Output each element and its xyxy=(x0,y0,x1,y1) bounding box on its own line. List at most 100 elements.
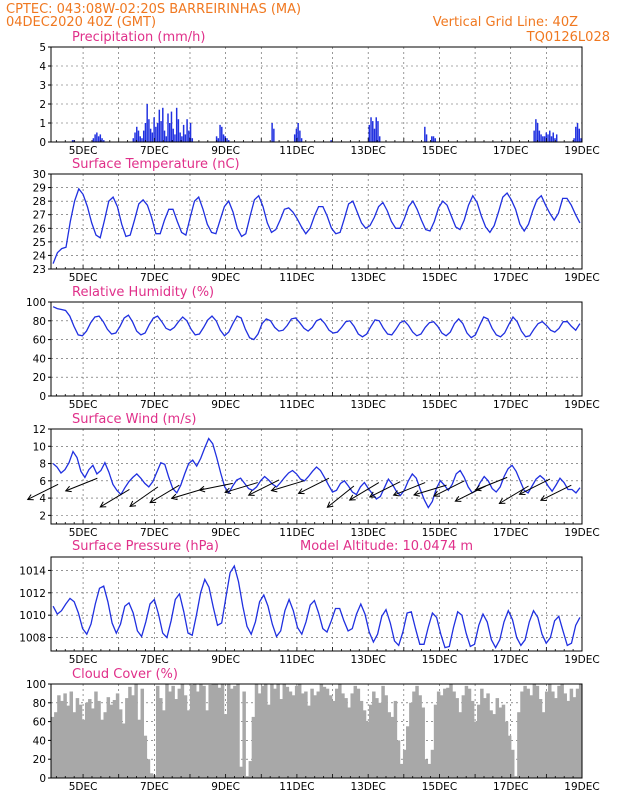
cloud-bar xyxy=(118,709,123,778)
precip-bar xyxy=(167,113,169,142)
precip-bar xyxy=(431,136,433,142)
cloud-bar xyxy=(233,685,237,778)
precip-bar xyxy=(368,124,371,142)
precip-bar xyxy=(92,138,95,142)
cloud-bar xyxy=(297,684,302,778)
wind-xtick-label: 9DEC xyxy=(211,527,240,539)
cloud-bar xyxy=(88,699,92,778)
cloud-bar xyxy=(69,691,74,778)
precip-bar xyxy=(149,128,152,142)
rh-xtick-label: 19DEC xyxy=(564,399,599,411)
cloud-bar xyxy=(205,710,209,778)
pres-xtick-label: 5DEC xyxy=(69,654,98,666)
precip-bar xyxy=(153,117,155,142)
precip-bar xyxy=(172,128,174,142)
cloud-bar xyxy=(406,726,410,778)
cloud-xtick-label: 11DEC xyxy=(279,781,314,793)
precip-bar xyxy=(139,136,141,142)
cloud-frame xyxy=(50,683,583,779)
precip-bar xyxy=(578,128,581,142)
precip-bar xyxy=(188,130,190,142)
temp-xtick-label: 7DEC xyxy=(140,272,169,284)
rh-ytick-label: 100 xyxy=(26,297,46,309)
cloud-bar xyxy=(529,695,534,778)
cloud-bar xyxy=(81,719,86,778)
precip-bar xyxy=(540,134,542,142)
wind-vector xyxy=(297,477,330,495)
cloud-bar xyxy=(368,704,373,778)
wind-ytick-label: 8 xyxy=(39,459,46,471)
wind-vector xyxy=(368,481,401,498)
precip-xtick-label: 9DEC xyxy=(211,145,240,157)
cloud-bar xyxy=(51,716,55,778)
wind-series-line xyxy=(52,437,581,509)
cloud-xtick-label: 15DEC xyxy=(422,781,457,793)
pres-xtick-label: 17DEC xyxy=(493,654,528,666)
cloud-bar xyxy=(541,712,546,778)
cloud-bar xyxy=(566,700,571,778)
cloud-bar xyxy=(140,688,145,778)
precip-bar xyxy=(101,138,103,142)
precip-title: Precipitation (mm/h) xyxy=(72,30,205,45)
cloud-bar xyxy=(347,707,351,778)
temp-ytick-label: 29 xyxy=(33,183,46,195)
precip-bar xyxy=(136,126,138,142)
precip-bar xyxy=(99,134,102,142)
cloud-bar xyxy=(378,702,382,778)
cloud-bar xyxy=(470,700,475,778)
header-model: TQ0126L028 xyxy=(526,30,610,45)
precip-bar xyxy=(576,123,579,142)
cloud-bar xyxy=(223,714,228,778)
cloud-bar xyxy=(196,691,200,778)
temp-xtick-label: 11DEC xyxy=(279,272,314,284)
cloud-bar xyxy=(189,684,194,778)
pres-frame xyxy=(50,556,583,652)
cloud-xtick-label: 7DEC xyxy=(140,781,169,793)
cloud-bar xyxy=(331,700,336,778)
cloud-bar xyxy=(415,685,419,778)
cloud-bar xyxy=(217,687,222,778)
cloud-bar xyxy=(313,695,317,778)
wind-vector xyxy=(348,482,380,501)
pres-xtick-label: 11DEC xyxy=(279,654,314,666)
cloud-bar xyxy=(427,763,432,778)
cloud-bar xyxy=(523,685,527,778)
cloud-bar xyxy=(443,688,447,778)
temp-title: Surface Temperature (nC) xyxy=(72,157,240,172)
precip-ytick-label: 1 xyxy=(39,118,46,130)
cloud-bar xyxy=(492,714,496,778)
precip-bar xyxy=(156,123,159,142)
cloud-bar xyxy=(325,688,330,778)
rh-title: Relative Humidity (%) xyxy=(72,285,214,300)
pressure-title: Surface Pressure (hPa) xyxy=(72,539,219,554)
wind-vector xyxy=(26,483,59,501)
precip-bar xyxy=(300,138,303,142)
cloud-bar xyxy=(199,684,203,778)
cloud-bar xyxy=(510,749,515,778)
temp-frame xyxy=(50,173,583,270)
precip-bar xyxy=(297,123,299,142)
precip-frame xyxy=(50,46,583,143)
cloud-bar xyxy=(245,776,249,778)
cloud-bar xyxy=(517,712,521,778)
cloud-bar xyxy=(211,684,216,778)
precip-bar xyxy=(535,119,537,142)
cloud-bar xyxy=(473,721,478,778)
cloud-bar xyxy=(480,688,484,778)
cloud-bar xyxy=(72,712,77,778)
cloud-bar xyxy=(137,719,141,778)
cloud-bar xyxy=(560,684,564,778)
temp-ytick-label: 26 xyxy=(33,223,47,235)
precip-bar xyxy=(165,136,168,142)
precip-bar xyxy=(71,140,74,142)
rh-xtick-label: 9DEC xyxy=(211,399,240,411)
cloud-bar xyxy=(112,699,117,778)
precip-bar xyxy=(547,134,549,142)
wind-vector xyxy=(326,485,355,508)
cloud-bar xyxy=(122,723,126,778)
rh-ytick-label: 20 xyxy=(33,372,46,384)
rh-xtick-label: 5DEC xyxy=(69,399,98,411)
cloud-bar xyxy=(353,685,358,778)
precip-xtick-label: 15DEC xyxy=(422,145,457,157)
wind-vector xyxy=(413,484,447,497)
